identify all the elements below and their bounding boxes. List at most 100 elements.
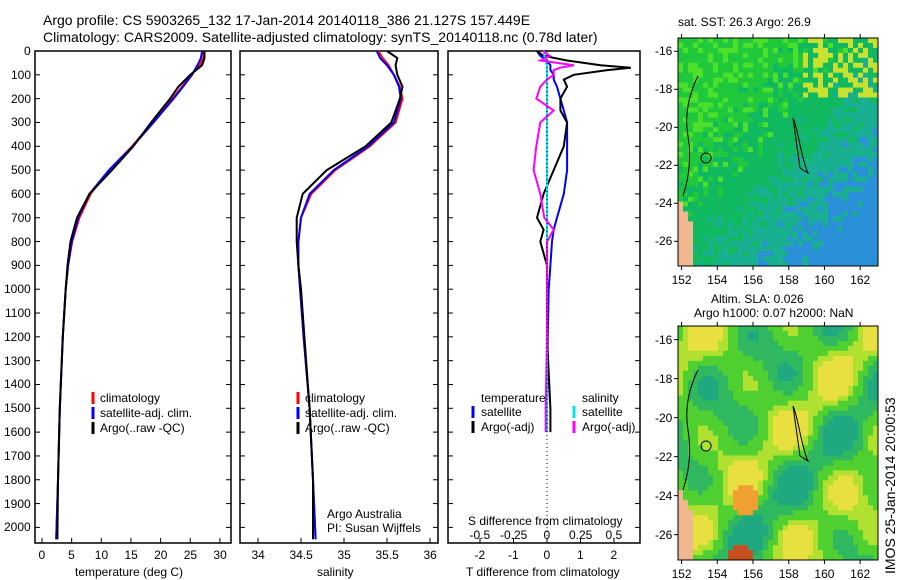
map-cell	[813, 47, 819, 54]
map-cell	[868, 395, 874, 402]
map-cell	[808, 485, 814, 491]
map-cell	[763, 540, 769, 546]
map-cell	[853, 550, 859, 556]
map-cell	[838, 112, 844, 118]
map-cell	[818, 495, 824, 501]
map-cell	[828, 176, 834, 183]
map-cell	[738, 540, 744, 546]
map-cell	[853, 231, 859, 237]
map-cell	[823, 77, 829, 84]
map-cell	[818, 390, 824, 397]
map-cell	[698, 166, 704, 173]
map-cell	[808, 117, 814, 123]
map-cell	[708, 525, 714, 531]
map-cell	[773, 221, 779, 227]
map-cell	[868, 251, 874, 257]
map-cell	[713, 326, 719, 332]
map-cell	[838, 176, 844, 183]
map-cell	[788, 206, 794, 212]
map-cell	[773, 455, 779, 461]
map-cell	[753, 191, 759, 198]
map-cell	[758, 390, 764, 397]
map-cell	[723, 52, 729, 59]
map-cell	[808, 87, 814, 94]
map-cell	[808, 52, 814, 59]
map-cell	[868, 102, 874, 108]
map-cell	[718, 555, 724, 561]
map-cell	[753, 335, 759, 342]
map-cell	[768, 107, 774, 113]
map-cell	[868, 535, 874, 541]
map-cell	[758, 345, 764, 352]
map-cell	[743, 430, 749, 437]
map-cell	[743, 161, 749, 168]
map-cell	[788, 87, 794, 94]
map-cell	[688, 335, 694, 342]
map-cell	[848, 425, 854, 432]
map-cell	[798, 186, 804, 193]
map-cell	[808, 385, 814, 392]
map-cell	[743, 445, 749, 451]
map-cell	[858, 261, 864, 267]
map-cell	[713, 152, 719, 158]
map-cell	[678, 540, 684, 546]
map-cell	[693, 435, 699, 442]
map-cell	[858, 77, 864, 84]
map-cell	[783, 495, 789, 501]
map-cell	[808, 97, 814, 103]
map-cell	[848, 360, 854, 367]
map-cell	[858, 440, 864, 446]
map-cell	[818, 62, 824, 69]
map-cell	[748, 370, 754, 377]
map-x-tick-label: 156	[743, 567, 764, 580]
map-cell	[748, 510, 754, 516]
map-cell	[813, 360, 819, 367]
map-cell	[753, 112, 759, 118]
map-cell	[678, 375, 684, 382]
map-cell	[723, 186, 729, 193]
map-cell	[708, 72, 714, 79]
map-cell	[853, 390, 859, 397]
map-cell	[843, 465, 849, 471]
map-cell	[683, 57, 689, 64]
map-cell	[823, 545, 829, 551]
map-cell	[763, 545, 769, 551]
map-cell	[828, 350, 834, 357]
map-cell	[873, 350, 879, 357]
map-cell	[828, 107, 834, 113]
map-cell	[773, 117, 779, 123]
map-cell	[798, 241, 804, 247]
map-cell	[693, 510, 699, 516]
map-cell	[693, 405, 699, 412]
map-cell	[803, 191, 809, 198]
map-cell	[763, 62, 769, 69]
map-cell	[748, 485, 754, 491]
map-cell	[753, 365, 759, 372]
map-cell	[713, 261, 719, 267]
map-cell	[758, 132, 764, 138]
map-cell	[803, 251, 809, 257]
map-cell	[688, 415, 694, 422]
map-cell	[678, 440, 684, 446]
map-cell	[803, 530, 809, 536]
map-cell	[833, 206, 839, 212]
map-cell	[728, 490, 734, 496]
map-cell	[728, 216, 734, 222]
map-cell	[828, 390, 834, 397]
map-cell	[813, 485, 819, 491]
map-cell	[868, 445, 874, 451]
map-cell	[738, 181, 744, 188]
map-cell	[778, 181, 784, 188]
map-cell	[733, 390, 739, 397]
map-cell	[828, 505, 834, 511]
map-cell	[713, 176, 719, 183]
map-cell	[698, 450, 704, 456]
map-cell	[778, 395, 784, 402]
map-cell	[708, 390, 714, 397]
map-cell	[848, 181, 854, 188]
map-cell	[688, 236, 694, 242]
map-cell	[688, 67, 694, 74]
map-cell	[698, 127, 704, 133]
map-cell	[828, 485, 834, 491]
map-cell	[828, 161, 834, 168]
